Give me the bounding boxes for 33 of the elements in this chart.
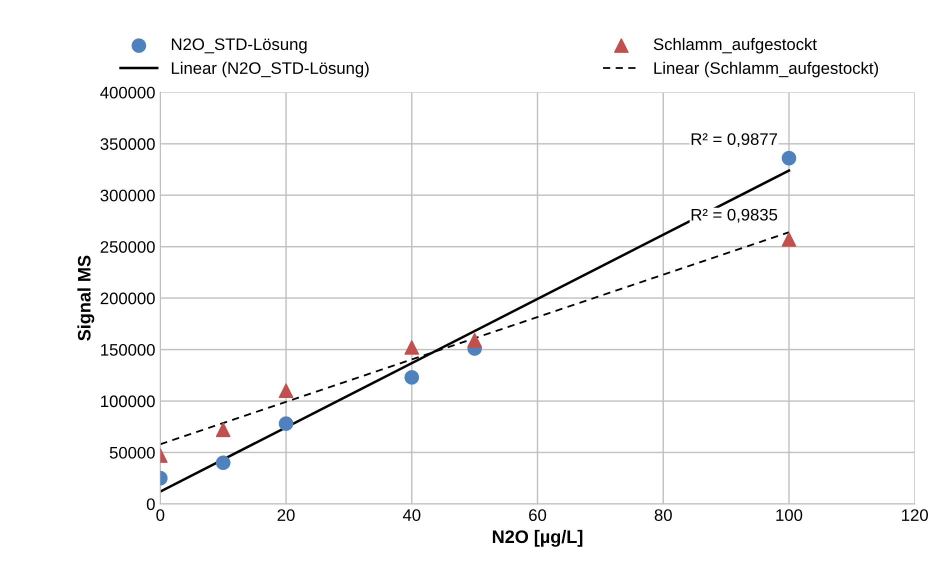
y-tick-label: 400000 <box>100 86 155 99</box>
x-tick-label: 80 <box>654 509 672 522</box>
point <box>782 150 796 166</box>
y-tick-label: 0 <box>146 498 155 510</box>
x-tick-label: 60 <box>529 509 546 522</box>
point <box>216 422 230 438</box>
x-tick-label: 0 <box>156 509 164 522</box>
x-axis-title: N2O [µg/L] <box>492 530 582 547</box>
legend-label: Linear (Schlamm_aufgestockt) <box>654 62 878 78</box>
point <box>404 340 420 355</box>
x-tick-label: 120 <box>902 509 928 522</box>
point <box>278 416 294 431</box>
y-tick-label: 350000 <box>100 138 155 150</box>
point <box>782 232 796 247</box>
point <box>404 370 420 385</box>
annotation: R² = 0,9877 <box>692 133 778 147</box>
point <box>467 333 482 348</box>
point <box>278 383 294 398</box>
x-tick-label: 20 <box>278 509 295 522</box>
legend-label: Schlamm_aufgestockt <box>654 38 817 54</box>
legend-label: Linear (N2O_STD-Lösung) <box>172 62 369 78</box>
point <box>216 455 230 470</box>
y-tick-label: 100000 <box>101 395 155 408</box>
y-tick-label: 250000 <box>100 241 155 253</box>
y-tick-label: 50000 <box>110 446 155 459</box>
legend-label: N2O_STD-Lösung <box>172 38 307 54</box>
x-tick-label: 40 <box>402 509 420 522</box>
y-tick-label: 300000 <box>100 190 155 202</box>
x-tick-label: 100 <box>776 509 802 522</box>
annotation: R² = 0,9835 <box>692 208 778 223</box>
y-tick-label: 200000 <box>100 292 155 304</box>
y-axis-title: Signal MS <box>77 256 94 341</box>
y-tick-label: 150000 <box>101 344 155 356</box>
